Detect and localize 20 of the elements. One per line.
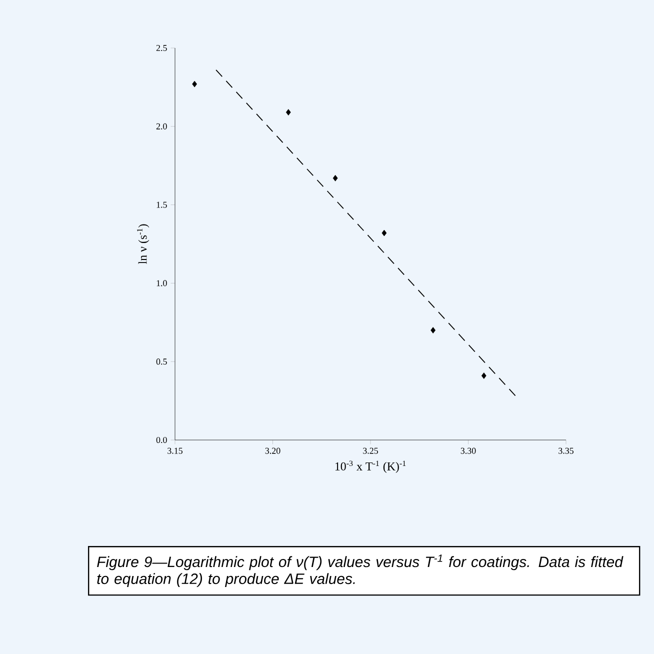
- point: [332, 174, 338, 182]
- y-tick-label: 0.5: [156, 358, 167, 365]
- y-axis-title: ln ν (s$^{-1}$): [137, 224, 150, 264]
- x-tick-label: 3.25: [363, 448, 378, 454]
- point: [430, 327, 436, 334]
- y-tick-label: 1.0: [156, 280, 167, 286]
- x-tick-label: 3.30: [460, 448, 476, 454]
- y-tick-label: 0.0: [156, 436, 167, 444]
- point: [382, 230, 387, 236]
- x-axis-title: 10$^{-3}$ x T$^{-1}$ (K)$^{-1}$: [335, 460, 406, 473]
- point: [192, 80, 197, 88]
- y-tick-label: 2.5: [156, 44, 167, 52]
- x-tick-label: 3.15: [168, 448, 183, 454]
- point: [286, 109, 291, 116]
- x-tick-label: 3.35: [558, 448, 574, 454]
- y-tick-label: 2.0: [156, 123, 167, 130]
- text: Figure 9—Logarithmic plot of ν(T) values versus T$^{-1}$ for coatings. Data is fitted to equation (12) to produce ΔE values.: [97, 554, 624, 588]
- y-tick-label: 1.5: [156, 202, 167, 208]
- point: [481, 372, 486, 379]
- x-tick-label: 3.20: [265, 448, 280, 454]
